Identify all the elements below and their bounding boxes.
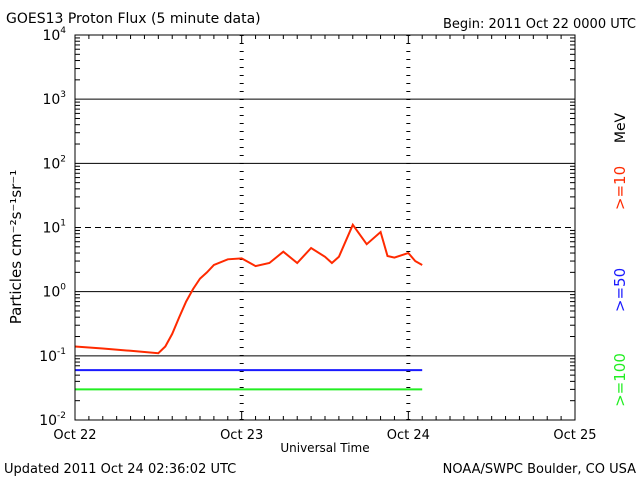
y-tick-exponent: -2 [57, 411, 66, 421]
grid [74, 35, 576, 420]
legend-unit: MeV [613, 112, 629, 143]
plot-frame [74, 34, 576, 421]
y-tick-label: 100 [42, 283, 66, 301]
x-axis-label: Universal Time [280, 441, 369, 455]
x-tick-label: Oct 23 [220, 428, 263, 443]
x-tick-label: Oct 25 [553, 428, 596, 443]
legend-entry-1: >=50 [611, 268, 629, 312]
x-tick-label: Oct 22 [53, 428, 96, 443]
y-tick-exponent: -1 [57, 347, 66, 357]
legend-entry-2: >=100 [611, 353, 629, 407]
y-tick-label: 102 [42, 154, 66, 172]
updated-timestamp: Updated 2011 Oct 24 02:36:02 UTC [4, 462, 236, 477]
y-tick-exponent: 4 [60, 26, 66, 36]
series-line-0 [74, 222, 423, 355]
legend-entry-0: >=10 [611, 166, 629, 210]
y-tick-label: 10-2 [39, 411, 66, 429]
x-tick-labels: Oct 22 Oct 23 Oct 24 Oct 25 [53, 428, 596, 443]
y-tick-exponent: 3 [60, 90, 66, 100]
y-axis-label: Particles cm⁻²s⁻¹sr⁻¹ [7, 170, 25, 324]
source-credit: NOAA/SWPC Boulder, CO USA [443, 462, 636, 477]
y-tick-label: 101 [42, 219, 66, 237]
series-layer [74, 222, 423, 391]
y-tick-label: 104 [42, 26, 66, 44]
legend: MeV >=10 >=50 >=100 [611, 112, 629, 406]
y-tick-label: 103 [42, 90, 66, 108]
y-tick-label: 10-1 [39, 347, 66, 365]
begin-time-label: Begin: 2011 Oct 22 0000 UTC [443, 17, 636, 32]
y-tick-exponent: 2 [60, 154, 66, 164]
chart-title: GOES13 Proton Flux (5 minute data) [6, 11, 261, 27]
x-tick-label: Oct 24 [387, 428, 430, 443]
y-tick-exponent: 0 [60, 283, 66, 293]
y-tick-exponent: 1 [60, 219, 66, 229]
